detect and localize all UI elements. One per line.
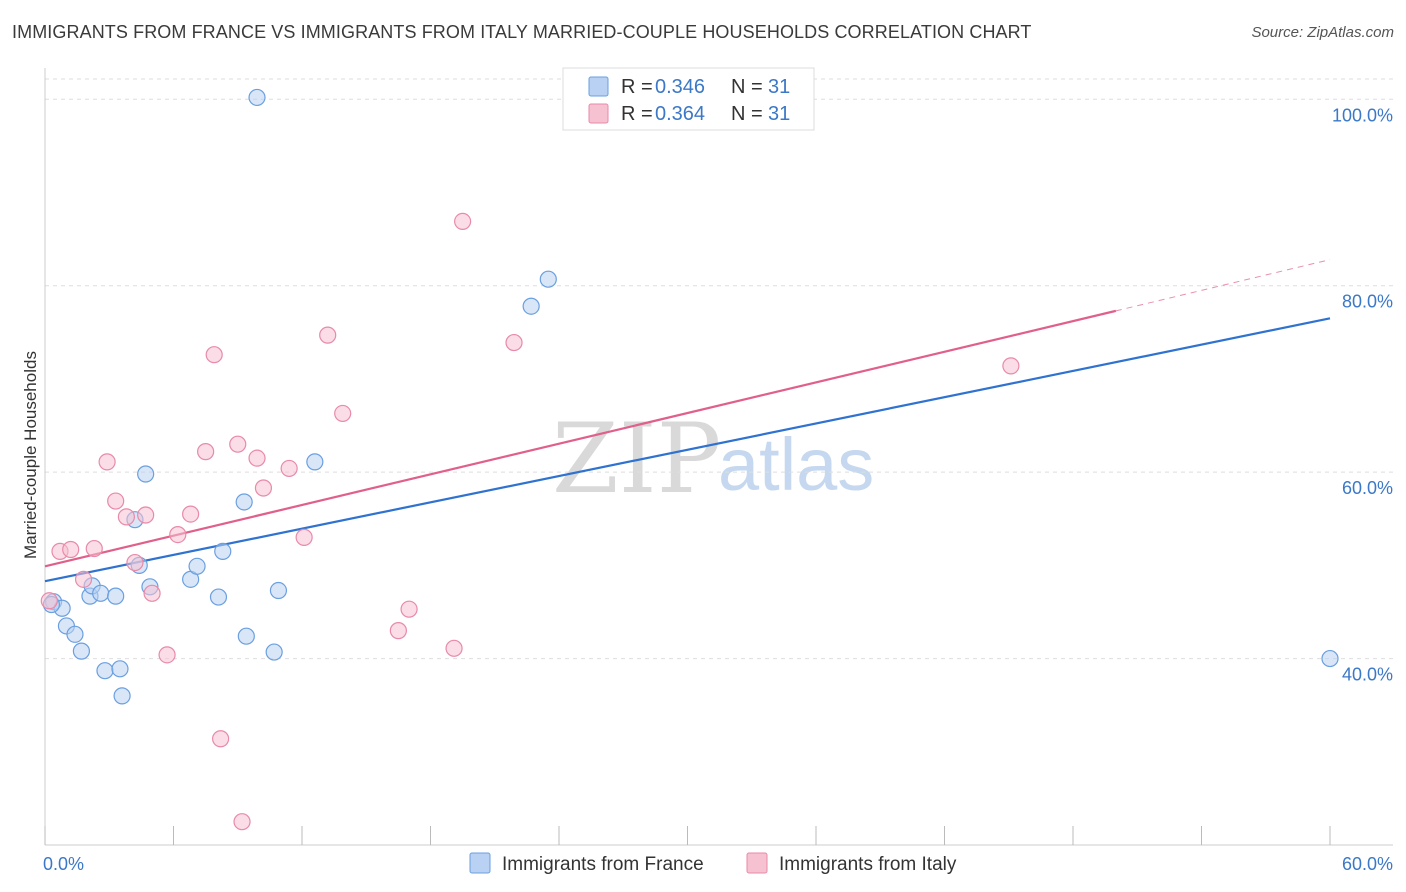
- point-italy: [319, 326, 337, 344]
- watermark-zip: ZIP: [552, 403, 721, 515]
- chart-title: IMMIGRANTS FROM FRANCE VS IMMIGRANTS FRO…: [12, 22, 1032, 42]
- france-r-value: 0.346: [655, 76, 705, 98]
- point-france: [96, 662, 114, 680]
- point-italy: [334, 404, 352, 423]
- point-italy: [205, 346, 223, 364]
- y-tick-label-80: 80.0%: [1342, 292, 1393, 312]
- point-italy: [62, 540, 80, 559]
- point-italy: [40, 592, 58, 610]
- point-italy: [254, 479, 273, 497]
- trend-line-italy: [44, 309, 1117, 568]
- y-tick-label-40: 40.0%: [1342, 665, 1393, 685]
- point-france: [306, 453, 324, 471]
- point-france: [113, 687, 131, 705]
- italy-n-label: N =: [731, 103, 763, 125]
- italy-r-label: R =: [621, 103, 653, 125]
- x-tick-max: 60.0%: [1342, 854, 1393, 874]
- y-tick-label-60: 60.0%: [1342, 478, 1393, 498]
- point-france: [522, 297, 540, 315]
- point-france: [137, 465, 155, 483]
- point-italy: [400, 600, 418, 618]
- point-italy: [454, 212, 472, 230]
- point-france: [92, 584, 110, 602]
- grid-lines: [45, 78, 1393, 660]
- point-france: [235, 493, 253, 511]
- point-italy: [143, 584, 161, 602]
- point-italy: [137, 506, 155, 524]
- point-france: [209, 588, 228, 606]
- point-italy: [295, 528, 313, 546]
- y-axis-label: Married-couple Households: [21, 351, 40, 559]
- point-italy: [117, 508, 135, 526]
- point-france: [248, 88, 266, 107]
- point-italy: [229, 435, 247, 453]
- point-france: [237, 627, 255, 645]
- point-france: [269, 581, 288, 600]
- point-italy: [107, 492, 125, 510]
- stats-legend: R = 0.346 N = 31 R = 0.364 N = 31: [562, 67, 815, 131]
- point-france: [265, 643, 283, 661]
- point-italy: [158, 646, 176, 664]
- france-swatch: [588, 76, 609, 97]
- point-italy: [126, 553, 144, 572]
- point-italy: [445, 639, 463, 657]
- x-tick-min: 0.0%: [43, 854, 84, 874]
- point-italy: [197, 443, 215, 461]
- france-n-value: 31: [768, 76, 790, 98]
- source-credit: Source: ZipAtlas.com: [1251, 24, 1394, 41]
- legend-france-swatch: [469, 852, 491, 874]
- zipatlas-watermark: ZIP atlas: [552, 403, 874, 515]
- trend-line-italy-extension: [1115, 259, 1331, 312]
- point-france: [107, 587, 125, 605]
- point-italy: [169, 525, 187, 544]
- trend-line-france: [44, 317, 1331, 583]
- point-italy: [1002, 357, 1020, 375]
- france-n-label: N =: [731, 76, 763, 98]
- point-france: [539, 270, 557, 288]
- france-r-label: R =: [621, 76, 653, 98]
- point-italy: [389, 622, 407, 640]
- point-france: [188, 557, 206, 575]
- legend-italy-swatch: [746, 852, 768, 874]
- trend-lines: [44, 259, 1331, 583]
- point-italy: [233, 813, 251, 831]
- point-italy: [85, 539, 103, 558]
- series-legend: Immigrants from France Immigrants from I…: [469, 852, 957, 875]
- point-italy: [182, 505, 200, 523]
- point-italy: [212, 730, 230, 748]
- point-italy: [280, 459, 298, 478]
- legend-italy-label: Immigrants from Italy: [779, 854, 957, 875]
- point-italy: [505, 333, 523, 352]
- point-france: [1321, 649, 1339, 668]
- point-france: [214, 542, 232, 560]
- y-tick-labels: 40.0% 60.0% 80.0% 100.0%: [1332, 105, 1393, 684]
- data-points: [40, 86, 1339, 831]
- italy-r-value: 0.364: [655, 103, 705, 125]
- italy-swatch: [588, 103, 609, 124]
- y-tick-label-100: 100.0%: [1332, 105, 1393, 125]
- point-italy: [98, 453, 116, 471]
- legend-france-label: Immigrants from France: [502, 854, 704, 875]
- point-italy: [248, 449, 266, 467]
- axes: [44, 68, 1393, 846]
- point-italy: [74, 570, 93, 588]
- italy-n-value: 31: [768, 103, 790, 125]
- point-france: [66, 625, 84, 643]
- watermark-atlas: atlas: [718, 423, 874, 506]
- point-france: [72, 642, 91, 660]
- point-france: [111, 660, 129, 678]
